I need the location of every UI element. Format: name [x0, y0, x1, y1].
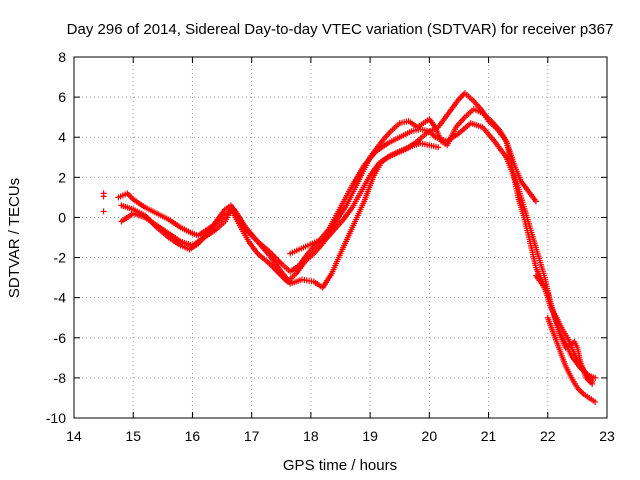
- x-tick-label: 20: [422, 428, 438, 444]
- x-tick-label: 17: [244, 428, 260, 444]
- x-tick-label: 19: [362, 428, 378, 444]
- x-tick-label: 22: [540, 428, 556, 444]
- y-tick-label: 2: [58, 169, 66, 185]
- track-5-point: [589, 380, 596, 387]
- y-tick-label: 6: [58, 89, 66, 105]
- track-4-point: [435, 144, 442, 151]
- x-tick-label: 21: [481, 428, 497, 444]
- y-tick-label: -4: [54, 290, 67, 306]
- track-3-point: [532, 198, 539, 205]
- x-tick-label: 23: [599, 428, 615, 444]
- x-tick-label: 15: [125, 428, 141, 444]
- y-tick-label: 4: [58, 129, 66, 145]
- x-tick-label: 18: [303, 428, 319, 444]
- y-axis-label: SDTVAR / TECUs: [6, 178, 23, 298]
- track-6-point: [592, 398, 599, 405]
- y-tick-label: -6: [54, 330, 67, 346]
- y-tick-label: 8: [58, 49, 66, 65]
- axis-ticks: 14 15 16 17 18 19 20 21 22 23 -10 -8 -6 -4 -2 0 2 4 6 8: [46, 49, 615, 444]
- track-1-point: [592, 374, 599, 381]
- x-axis-label: GPS time / hours: [283, 457, 397, 474]
- x-tick-label: 16: [185, 428, 201, 444]
- chart-title: Day 296 of 2014, Sidereal Day-to-day VTE…: [67, 21, 614, 38]
- y-tick-label: 0: [58, 209, 66, 225]
- y-tick-label: -10: [46, 410, 66, 426]
- y-tick-label: -8: [54, 370, 67, 386]
- y-tick-label: -2: [54, 250, 67, 266]
- plot-frame: [73, 56, 608, 419]
- data-points: [100, 90, 599, 405]
- isolated-points-point: [100, 208, 107, 215]
- isolated-points-point: [100, 193, 107, 200]
- x-tick-label: 14: [66, 428, 82, 444]
